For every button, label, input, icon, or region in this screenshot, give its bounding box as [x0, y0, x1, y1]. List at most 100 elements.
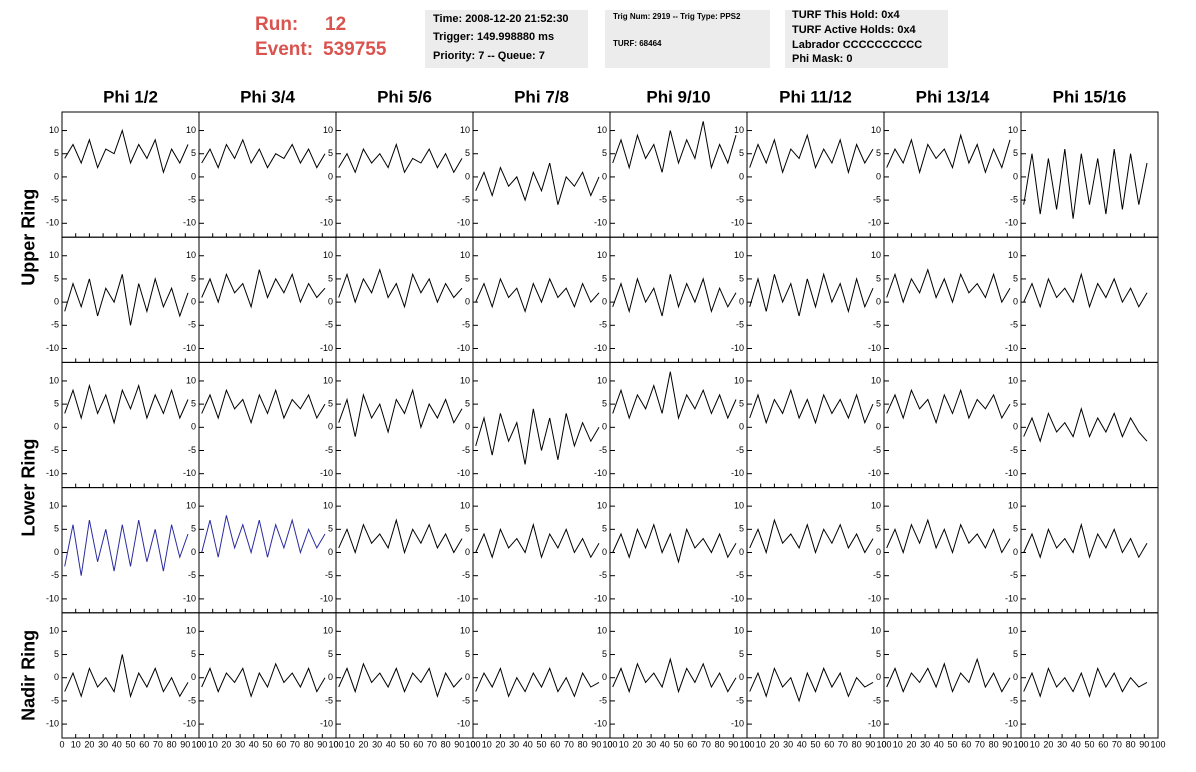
x-tick-label: 40: [249, 739, 259, 749]
x-tick-label: 80: [1126, 739, 1136, 749]
y-tick-label: 0: [191, 296, 196, 306]
x-tick-label: 10: [1030, 739, 1040, 749]
x-tick-label: 50: [262, 739, 272, 749]
x-tick-label: 10: [71, 739, 81, 749]
x-tick-label: 20: [906, 739, 916, 749]
panel-frame: [198, 361, 337, 489]
y-tick-label: 10: [734, 501, 744, 511]
y-tick-label: 0: [876, 672, 881, 682]
y-tick-label: 10: [460, 375, 470, 385]
waveform: [886, 657, 1011, 694]
x-tick-label: 50: [399, 739, 409, 749]
y-tick-label: -5: [188, 570, 196, 580]
y-tick-label: 5: [191, 524, 196, 534]
y-tick-label: 5: [328, 273, 333, 283]
panel-frame: [61, 612, 200, 739]
column-label: Phi 1/2: [103, 87, 158, 106]
x-tick-label: 70: [701, 739, 711, 749]
y-tick-label: -10: [1005, 218, 1018, 228]
x-tick-label: 60: [413, 739, 423, 749]
x-tick-label: 70: [975, 739, 985, 749]
waveform: [475, 666, 600, 698]
waveform: [475, 408, 600, 465]
y-tick-label: -10: [731, 218, 744, 228]
column-label: Phi 11/12: [779, 87, 852, 106]
y-tick-label: 10: [460, 250, 470, 260]
waveform: [475, 277, 600, 314]
run-label: Run:: [255, 14, 298, 35]
waveform: [1023, 272, 1148, 309]
y-tick-label: 5: [602, 148, 607, 158]
y-tick-label: -10: [457, 593, 470, 603]
info-box: [605, 10, 770, 68]
y-tick-label: 0: [191, 547, 196, 557]
waveform: [1023, 149, 1148, 219]
y-tick-label: -10: [183, 343, 196, 353]
panel-frame: [472, 487, 611, 614]
x-tick-label: 90: [180, 739, 190, 749]
x-tick-label: 10: [619, 739, 629, 749]
x-tick-label: 80: [578, 739, 588, 749]
y-tick-label: 5: [54, 524, 59, 534]
y-tick-label: 0: [876, 296, 881, 306]
y-tick-label: 10: [597, 250, 607, 260]
waveform: [612, 657, 737, 694]
y-tick-label: 5: [739, 524, 744, 534]
y-tick-label: -5: [325, 194, 333, 204]
info-box: [425, 10, 588, 68]
x-tick-label: 100: [328, 739, 343, 749]
x-tick-label: 20: [632, 739, 642, 749]
y-tick-label: 0: [465, 422, 470, 432]
y-tick-label: -5: [873, 320, 881, 330]
x-tick-label: 60: [961, 739, 971, 749]
x-tick-label: 90: [317, 739, 327, 749]
y-tick-label: -10: [320, 468, 333, 478]
y-tick-label: 10: [1008, 501, 1018, 511]
x-tick-label: 90: [728, 739, 738, 749]
y-tick-label: 10: [871, 501, 881, 511]
x-tick-label: 40: [660, 739, 670, 749]
x-tick-label: 20: [358, 739, 368, 749]
y-tick-label: 5: [602, 273, 607, 283]
y-tick-label: -5: [188, 445, 196, 455]
y-tick-label: -5: [325, 445, 333, 455]
y-tick-label: -5: [873, 445, 881, 455]
y-tick-label: -10: [1005, 343, 1018, 353]
y-tick-label: 0: [54, 422, 59, 432]
x-tick-label: 40: [112, 739, 122, 749]
y-tick-label: -10: [731, 593, 744, 603]
info-line: TURF This Hold: 0x4: [792, 9, 900, 21]
y-tick-label: -5: [325, 570, 333, 580]
y-tick-label: -10: [457, 218, 470, 228]
waveform: [749, 133, 874, 175]
x-tick-label: 30: [235, 739, 245, 749]
y-tick-label: 0: [876, 422, 881, 432]
waveform: [886, 268, 1011, 304]
x-tick-label: 30: [372, 739, 382, 749]
x-tick-label: 0: [59, 739, 64, 749]
x-tick-label: 30: [646, 739, 656, 749]
event-label: Event:: [255, 39, 313, 60]
y-tick-label: 0: [191, 171, 196, 181]
y-tick-label: 5: [876, 649, 881, 659]
y-tick-label: -5: [462, 194, 470, 204]
y-tick-label: 10: [871, 375, 881, 385]
panel-frame: [198, 612, 337, 739]
y-tick-label: 0: [191, 672, 196, 682]
column-label: Phi 5/6: [377, 87, 432, 106]
waveform: [1023, 522, 1148, 559]
y-tick-label: 5: [54, 148, 59, 158]
panel-frame: [746, 612, 885, 739]
run-number: 12: [325, 14, 346, 35]
x-tick-label: 30: [98, 739, 108, 749]
x-tick-label: 40: [797, 739, 807, 749]
y-tick-label: 5: [739, 273, 744, 283]
y-tick-label: -5: [1010, 570, 1018, 580]
y-tick-label: -5: [599, 445, 607, 455]
y-tick-label: -5: [51, 570, 59, 580]
x-tick-label: 60: [139, 739, 149, 749]
y-tick-label: 5: [328, 649, 333, 659]
y-tick-label: -5: [873, 194, 881, 204]
y-tick-label: -10: [46, 343, 59, 353]
